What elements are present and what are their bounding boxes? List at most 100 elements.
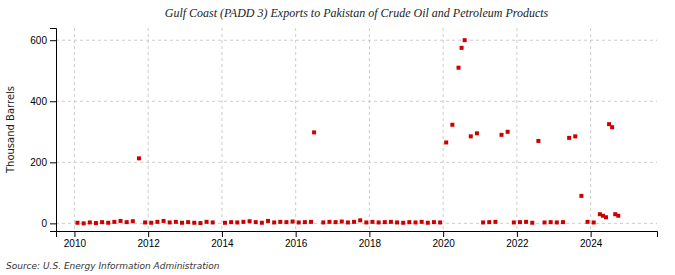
point — [395, 220, 399, 224]
point — [346, 220, 350, 224]
point — [75, 221, 79, 225]
x-tick-mark — [591, 231, 592, 237]
x-tick-mark — [443, 231, 444, 237]
point — [106, 221, 110, 225]
x-tick-label: 2016 — [285, 238, 308, 249]
y-tick: 200 — [30, 157, 56, 168]
point — [377, 220, 381, 224]
point — [370, 220, 374, 224]
y-grid-line — [56, 40, 657, 41]
point — [610, 125, 614, 129]
x-grid-line — [443, 28, 444, 231]
y-tick-mark — [50, 101, 56, 102]
point — [487, 220, 491, 224]
point — [420, 220, 424, 224]
point — [100, 220, 104, 224]
point — [272, 220, 276, 224]
x-tick: 2016 — [285, 231, 308, 249]
point — [460, 46, 464, 50]
point — [162, 219, 166, 223]
x-tick-mark — [369, 231, 370, 237]
point — [543, 220, 547, 224]
point — [358, 218, 362, 222]
y-tick-mark — [50, 40, 56, 41]
point — [364, 220, 368, 224]
point — [500, 133, 504, 137]
point — [149, 221, 153, 225]
point — [407, 220, 411, 224]
point — [303, 220, 307, 224]
x-tick-label: 2018 — [359, 238, 382, 249]
point — [463, 38, 467, 42]
y-axis: 0 200 400 600 — [30, 29, 56, 232]
point — [143, 220, 147, 224]
point — [573, 134, 577, 138]
y-axis-line — [50, 29, 57, 232]
point — [444, 140, 448, 144]
point — [266, 219, 270, 223]
point — [254, 220, 258, 224]
point — [180, 221, 184, 225]
point — [616, 214, 620, 218]
y-grid-line — [56, 101, 657, 102]
x-axis-line — [57, 232, 658, 238]
y-tick-label: 0 — [41, 218, 47, 229]
point — [155, 220, 159, 224]
x-tick: 2018 — [359, 231, 382, 249]
y-axis-label: Thousand Barrels — [5, 86, 16, 174]
point — [604, 215, 608, 219]
x-tick-label: 2024 — [580, 238, 603, 249]
point — [291, 220, 295, 224]
y-grid-line — [56, 162, 657, 163]
point — [229, 220, 233, 224]
point — [198, 221, 202, 225]
point — [82, 221, 86, 225]
annotation: Source: U.S. Energy Information Administ… — [6, 261, 220, 271]
point — [297, 220, 301, 224]
point — [119, 219, 123, 223]
x-grid-line — [295, 28, 296, 231]
point — [469, 134, 473, 138]
point — [312, 130, 316, 134]
y-tick: 0 — [41, 218, 56, 229]
point — [389, 220, 393, 224]
title: Gulf Coast (PADD 3) Exports to Pakistan … — [165, 6, 549, 20]
x-grid-line — [516, 28, 517, 231]
x-tick: 2014 — [211, 231, 234, 249]
point — [481, 220, 485, 224]
point — [536, 139, 540, 143]
x-tick: 2024 — [580, 231, 603, 249]
point — [235, 220, 239, 224]
point — [186, 220, 190, 224]
point — [561, 220, 565, 224]
y-tick-label: 600 — [30, 35, 47, 46]
point — [248, 219, 252, 223]
point — [592, 220, 596, 224]
point — [241, 220, 245, 224]
point — [506, 130, 510, 134]
x-grid-line — [148, 28, 149, 231]
point — [174, 220, 178, 224]
point — [334, 220, 338, 224]
x-tick-mark — [222, 231, 223, 237]
point — [278, 220, 282, 224]
point — [432, 220, 436, 224]
point — [450, 123, 454, 127]
point — [524, 220, 528, 224]
point — [309, 220, 313, 224]
point — [131, 219, 135, 223]
point — [457, 66, 461, 70]
y-tick-label: 400 — [30, 96, 47, 107]
point — [413, 220, 417, 224]
point — [426, 221, 430, 225]
point — [205, 220, 209, 224]
point — [555, 220, 559, 224]
x-tick: 2020 — [433, 231, 456, 249]
point — [112, 220, 116, 224]
point — [94, 221, 98, 225]
point — [223, 221, 227, 225]
grid — [56, 28, 657, 231]
x-tick-label: 2020 — [433, 238, 456, 249]
x-tick-label: 2010 — [64, 238, 87, 249]
point — [260, 221, 264, 225]
